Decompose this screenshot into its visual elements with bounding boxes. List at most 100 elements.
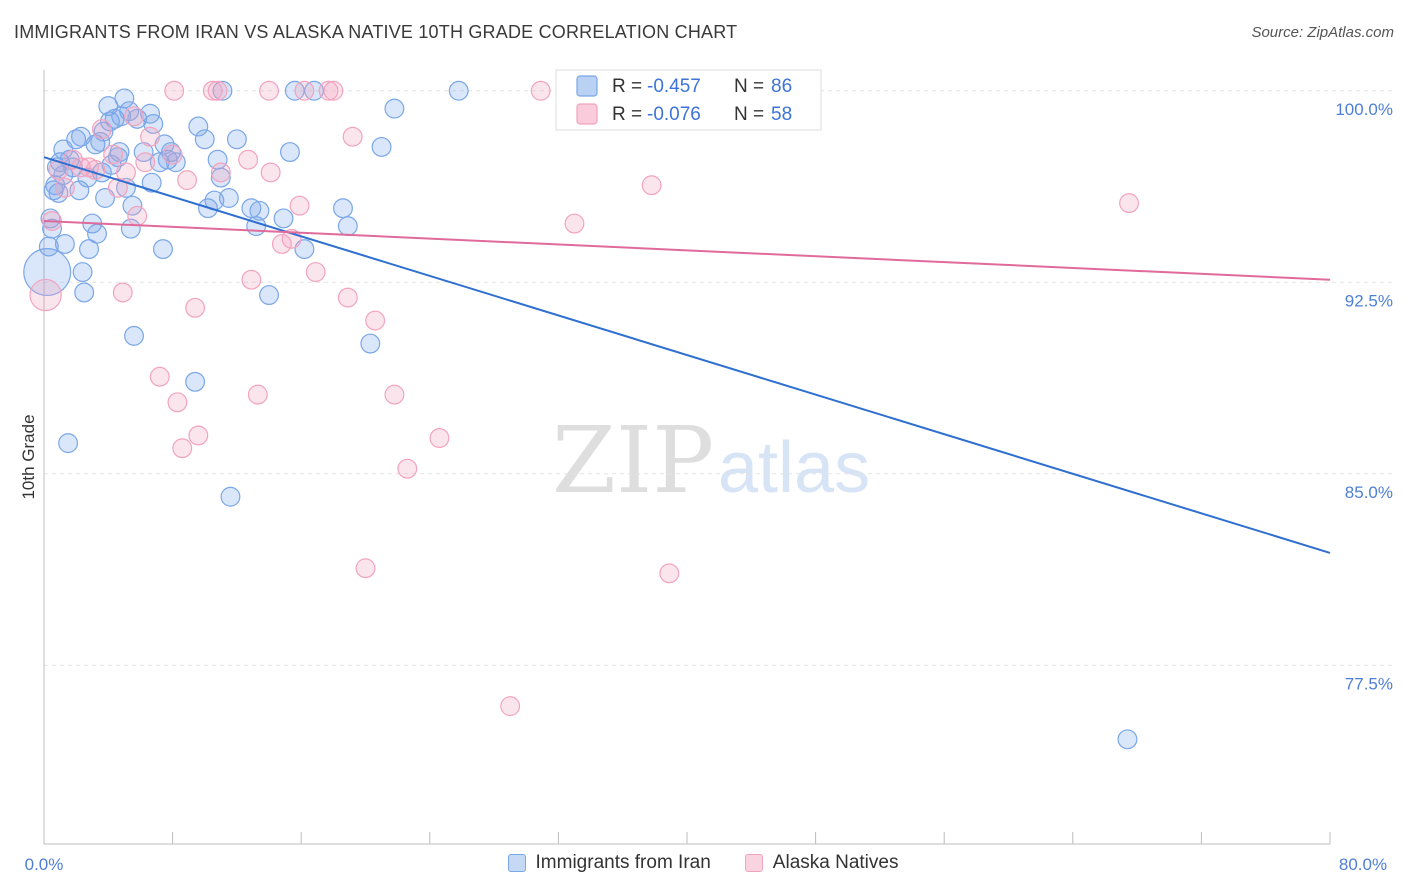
alaska-point xyxy=(202,80,223,101)
alaska-point xyxy=(530,80,551,101)
iran-point xyxy=(210,167,231,188)
bottom-legend-item-alaska: Alaska Natives xyxy=(744,852,898,874)
alaska-point xyxy=(365,310,386,331)
alaska-point xyxy=(71,157,91,178)
alaska-point xyxy=(247,384,268,405)
y-tick-label: 85.0% xyxy=(1345,483,1393,502)
alaska-point xyxy=(238,149,259,170)
iran-point xyxy=(79,239,99,260)
legend-r-label-alaska: R = xyxy=(612,104,642,125)
series-alaska-points xyxy=(29,80,1140,717)
alaska-point xyxy=(1119,193,1140,214)
iran-point xyxy=(279,142,300,163)
iran-point xyxy=(226,129,247,150)
alaska-point xyxy=(149,366,170,387)
iran-point xyxy=(42,218,62,239)
watermark-atlas: atlas xyxy=(718,428,870,508)
watermark-zip: ZIP xyxy=(552,407,714,514)
legend-n-label-alaska: N = xyxy=(734,104,764,125)
alaska-point xyxy=(337,287,358,308)
iran-point xyxy=(74,282,95,303)
bottom-legend-swatch-alaska xyxy=(744,854,763,872)
alaska-point xyxy=(210,162,231,183)
iran-point xyxy=(72,262,93,283)
alaska-point xyxy=(107,177,128,198)
alaska-point xyxy=(641,175,662,196)
iran-point xyxy=(114,88,135,109)
y-tick-label: 92.5% xyxy=(1345,291,1393,310)
alaska-point xyxy=(429,428,450,448)
iran-point xyxy=(143,113,164,134)
bottom-legend-label-iran: Immigrants from Iran xyxy=(535,852,711,873)
y-tick-label: 100.0% xyxy=(1335,100,1393,119)
stats-legend: R = -0.457 N = 86 R = -0.076 N = 58 xyxy=(555,69,822,131)
alaska-point xyxy=(54,177,75,198)
alaska-point xyxy=(260,162,281,183)
alaska-point xyxy=(164,80,185,101)
alaska-point xyxy=(318,80,339,101)
x-axis-ticks xyxy=(43,832,1331,844)
alaska-point xyxy=(91,119,112,140)
iran-point xyxy=(384,98,405,119)
iran-point xyxy=(54,234,75,254)
trend-line-alaska xyxy=(43,219,1331,281)
series-iran-points xyxy=(23,80,1138,750)
iran-point xyxy=(141,172,162,193)
alaska-point xyxy=(29,278,62,312)
legend-swatch-alaska xyxy=(576,103,598,125)
iran-point xyxy=(218,188,239,208)
legend-n-label-iran: N = xyxy=(734,76,764,97)
legend-swatch-iran xyxy=(576,75,598,97)
alaska-point xyxy=(500,696,521,717)
alaska-point xyxy=(294,80,315,101)
bottom-legend-swatch-iran xyxy=(507,854,526,872)
iran-point xyxy=(122,195,143,216)
legend-r-value-iran: -0.457 xyxy=(647,76,701,97)
alaska-point xyxy=(112,282,133,303)
alaska-point xyxy=(207,80,228,101)
alaska-point xyxy=(384,384,405,405)
trend-line-iran xyxy=(43,156,1331,554)
iran-point xyxy=(273,208,294,229)
alaska-point xyxy=(659,563,680,584)
alaska-point xyxy=(355,558,376,579)
alaska-point xyxy=(241,269,262,290)
alaska-point xyxy=(289,195,310,216)
alaska-point xyxy=(167,392,188,413)
alaska-point xyxy=(177,170,198,191)
alaska-point xyxy=(271,234,292,254)
alaska-point xyxy=(127,205,148,226)
iran-point xyxy=(448,80,469,101)
legend-n-value-iran: 86 xyxy=(771,76,792,97)
iran-point xyxy=(87,223,108,244)
alaska-point xyxy=(397,458,418,479)
alaska-point xyxy=(564,213,585,234)
alaska-point xyxy=(140,126,161,147)
alaska-point xyxy=(85,159,106,180)
iran-point xyxy=(220,486,241,507)
y-axis-tick-labels: 100.0% 92.5% 85.0% 77.5% xyxy=(1335,100,1393,693)
alaska-point xyxy=(323,80,344,101)
iran-point xyxy=(337,216,358,237)
y-tick-label: 77.5% xyxy=(1345,674,1393,693)
alaska-point xyxy=(162,144,183,165)
iran-point xyxy=(69,180,90,201)
legend-r-label-iran: R = xyxy=(612,76,642,97)
chart-title: IMMIGRANTS FROM IRAN VS ALASKA NATIVE 10… xyxy=(14,22,738,42)
alaska-point xyxy=(305,262,326,283)
alaska-point xyxy=(259,80,280,101)
alaska-point xyxy=(103,144,124,165)
legend-n-value-alaska: 58 xyxy=(771,104,792,125)
iran-point xyxy=(127,108,148,129)
iran-point xyxy=(333,198,353,219)
alaska-point xyxy=(188,425,209,446)
iran-point xyxy=(371,136,392,157)
gridlines xyxy=(44,90,1392,666)
alaska-point xyxy=(116,162,136,183)
alaska-point xyxy=(185,297,206,318)
iran-point xyxy=(360,333,381,354)
x-tick-label-right: 80.0% xyxy=(1339,855,1387,874)
iran-point xyxy=(58,433,79,454)
stats-legend-box xyxy=(555,69,822,131)
